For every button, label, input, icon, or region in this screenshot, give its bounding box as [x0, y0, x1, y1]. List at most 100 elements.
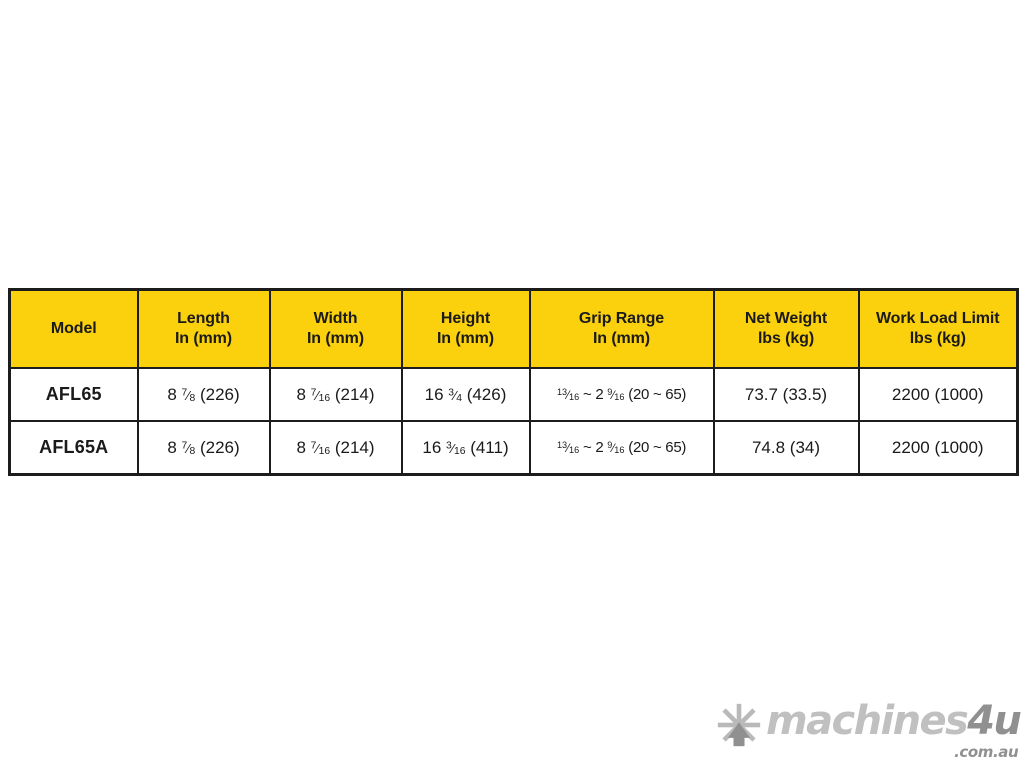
height-mm: (411): [470, 437, 509, 457]
specification-table: Model Length In (mm) Width In (mm) Heigh…: [8, 288, 1019, 476]
length-mm: (226): [199, 437, 240, 457]
cell-length: 8 7⁄8 (226): [136, 367, 271, 422]
cell-height: 16 3⁄16 (411): [400, 420, 531, 476]
width-numerator: 7: [310, 386, 317, 398]
cell-width: 8 7⁄16 (214): [268, 420, 403, 476]
fraction-slash: ⁄: [187, 387, 190, 403]
column-header-length-line1: Length: [177, 310, 230, 328]
cell-model: AFL65: [8, 367, 139, 422]
machines4u-watermark: machines4u .com.au: [716, 694, 1022, 760]
height-numerator: 3: [448, 386, 454, 398]
grip-max-numerator: 9: [607, 439, 613, 450]
length-denominator: 8: [189, 392, 196, 404]
column-header-model: Model: [8, 288, 139, 369]
cell-grip-range: 13⁄16 ~ 2 9⁄16 (20 ~ 65): [528, 420, 715, 476]
length-whole: 8: [167, 384, 177, 404]
height-fraction: 3⁄4: [448, 386, 462, 404]
watermark-brand-main: machines: [766, 698, 969, 744]
cell-net-weight: 74.8 (34): [712, 420, 860, 476]
fraction-slash: ⁄: [567, 442, 570, 455]
column-header-width: Width In (mm): [268, 288, 403, 369]
width-mm: (214): [334, 437, 375, 457]
column-header-net-weight-line2: lbs (kg): [757, 330, 815, 347]
grip-max-denominator: 16: [614, 444, 625, 455]
height-whole: 16: [422, 437, 442, 457]
grip-min-numerator: 13: [556, 386, 568, 397]
column-header-height: Height In (mm): [400, 288, 531, 369]
grip-min-fraction: 13⁄16: [557, 387, 579, 402]
table-header: Model Length In (mm) Width In (mm) Heigh…: [8, 288, 1019, 369]
grip-mm: (20 ~ 65): [628, 439, 687, 456]
grip-max-fraction: 9⁄16: [607, 387, 624, 402]
table-row: AFL65 8 7⁄8 (226) 8 7⁄16 (214) 16 3⁄4 (4…: [8, 367, 1019, 422]
fraction-slash: ⁄: [612, 442, 615, 455]
column-header-grip-range: Grip Range In (mm): [528, 288, 715, 369]
column-header-work-load-limit-line2: lbs (kg): [909, 330, 966, 347]
fraction-slash: ⁄: [612, 389, 615, 402]
cell-height: 16 3⁄4 (426): [400, 367, 531, 422]
cell-model: AFL65A: [8, 420, 139, 476]
column-header-width-line2: In (mm): [306, 330, 365, 347]
column-header-width-line1: Width: [313, 310, 358, 328]
height-fraction: 3⁄16: [446, 439, 466, 457]
watermark-domain: .com.au: [954, 743, 1019, 761]
column-header-work-load-limit: Work Load Limit lbs (kg): [857, 288, 1019, 369]
grip-separator: ~: [583, 439, 592, 456]
length-fraction: 7⁄8: [181, 386, 196, 404]
column-header-net-weight: Net Weight lbs (kg): [712, 288, 860, 369]
width-denominator: 16: [318, 392, 331, 404]
cell-work-load-limit: 2200 (1000): [857, 420, 1019, 476]
fraction-slash: ⁄: [451, 440, 454, 456]
grip-min-denominator: 16: [569, 444, 580, 455]
width-mm: (214): [334, 384, 375, 404]
height-denominator: 4: [456, 392, 462, 404]
width-numerator: 7: [310, 439, 317, 451]
grip-min-numerator: 13: [556, 439, 568, 450]
length-numerator: 7: [181, 439, 188, 451]
height-numerator: 3: [446, 439, 452, 451]
width-denominator: 16: [318, 445, 331, 457]
watermark-brand: machines4u: [766, 698, 1022, 744]
length-numerator: 7: [181, 386, 188, 398]
length-denominator: 8: [189, 445, 196, 457]
spec-table-container: Model Length In (mm) Width In (mm) Heigh…: [8, 288, 1019, 476]
watermark-brand-suffix: 4u: [967, 698, 1022, 744]
length-mm: (226): [199, 384, 240, 404]
column-header-height-line2: In (mm): [436, 330, 495, 347]
width-whole: 8: [296, 437, 306, 457]
starburst-arrow-icon: [716, 702, 762, 748]
table-body: AFL65 8 7⁄8 (226) 8 7⁄16 (214) 16 3⁄4 (4…: [8, 367, 1019, 476]
grip-min-denominator: 16: [569, 391, 580, 402]
width-whole: 8: [296, 384, 306, 404]
column-header-work-load-limit-line1: Work Load Limit: [875, 310, 1000, 328]
cell-net-weight: 73.7 (33.5): [712, 367, 860, 422]
column-header-net-weight-line1: Net Weight: [744, 310, 828, 328]
fraction-slash: ⁄: [316, 440, 319, 456]
column-header-grip-range-line2: In (mm): [592, 330, 651, 347]
fraction-slash: ⁄: [316, 387, 319, 403]
grip-max-whole: 2: [595, 439, 604, 456]
watermark-text: machines4u .com.au: [766, 698, 1022, 760]
width-fraction: 7⁄16: [310, 439, 331, 457]
column-header-height-line1: Height: [440, 310, 491, 328]
height-denominator: 16: [453, 445, 466, 457]
height-whole: 16: [424, 384, 444, 404]
length-fraction: 7⁄8: [181, 439, 196, 457]
header-row: Model Length In (mm) Width In (mm) Heigh…: [8, 288, 1019, 369]
grip-mm: (20 ~ 65): [628, 386, 687, 403]
fraction-slash: ⁄: [567, 389, 570, 402]
cell-length: 8 7⁄8 (226): [136, 420, 271, 476]
table-row: AFL65A 8 7⁄8 (226) 8 7⁄16 (214) 16 3⁄16 …: [8, 420, 1019, 476]
column-header-length: Length In (mm): [136, 288, 271, 369]
grip-min-fraction: 13⁄16: [557, 440, 579, 455]
grip-max-denominator: 16: [614, 391, 625, 402]
cell-width: 8 7⁄16 (214): [268, 367, 403, 422]
grip-max-whole: 2: [595, 386, 604, 403]
column-header-model-line1: Model: [50, 320, 97, 338]
cell-work-load-limit: 2200 (1000): [857, 367, 1019, 422]
column-header-grip-range-line1: Grip Range: [578, 310, 665, 328]
width-fraction: 7⁄16: [310, 386, 331, 404]
grip-separator: ~: [583, 386, 592, 403]
fraction-slash: ⁄: [454, 387, 457, 403]
fraction-slash: ⁄: [187, 440, 190, 456]
